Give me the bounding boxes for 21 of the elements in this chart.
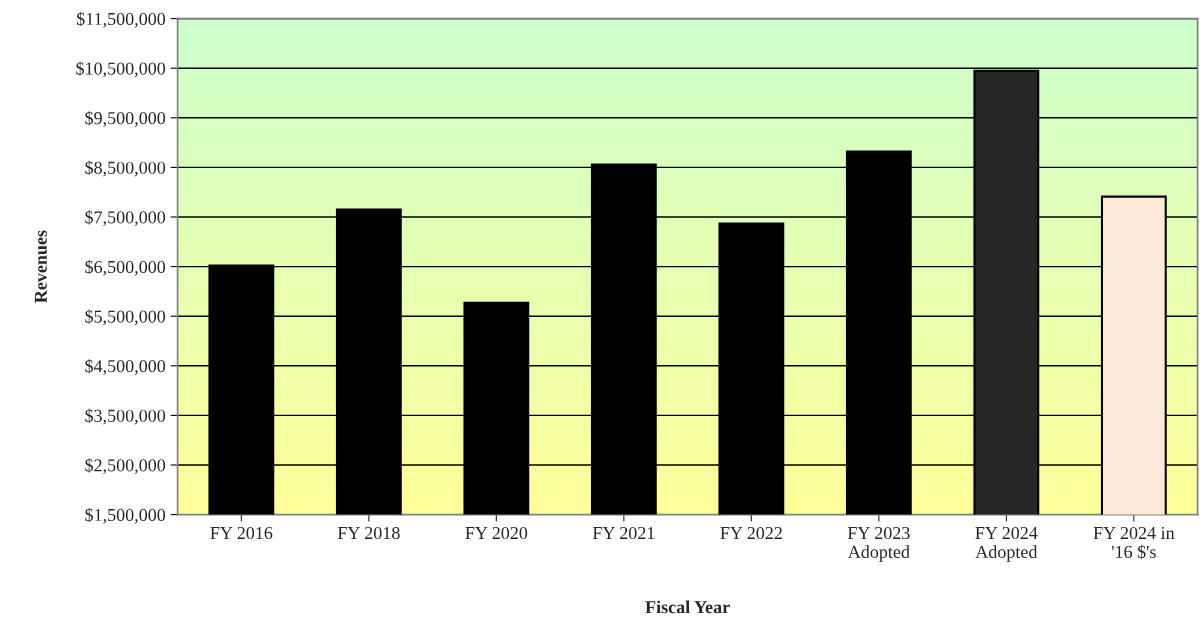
x-tick-label: FY 2021 xyxy=(592,526,655,540)
y-axis-title: Revenues xyxy=(34,230,47,303)
y-tick-label: $8,500,000 xyxy=(85,160,166,177)
x-tick-label: FY 2020 xyxy=(465,526,528,540)
y-tick-label: $6,500,000 xyxy=(85,259,166,276)
y-tick-label: $9,500,000 xyxy=(85,110,166,127)
x-tick-label: FY 2024 in '16 $'s xyxy=(1093,526,1175,560)
y-tick-label: $3,500,000 xyxy=(85,408,166,425)
x-tick-label: FY 2023 Adopted xyxy=(847,526,910,562)
y-tick-label: $1,500,000 xyxy=(85,507,166,524)
y-tick-label: $11,500,000 xyxy=(76,11,166,28)
y-tick-label: $2,500,000 xyxy=(85,458,166,475)
y-tick-label: $4,500,000 xyxy=(85,358,166,375)
y-tick-label: $7,500,000 xyxy=(85,210,166,227)
y-tick-label: $10,500,000 xyxy=(76,61,166,78)
x-tick-label: FY 2024 Adopted xyxy=(975,526,1038,562)
x-axis-title: Fiscal Year xyxy=(645,600,730,614)
y-tick-label: $5,500,000 xyxy=(85,309,166,326)
x-tick-label: FY 2018 xyxy=(337,526,400,540)
x-tick-label: FY 2022 xyxy=(720,526,782,540)
x-tick-label: FY 2016 xyxy=(210,526,273,540)
